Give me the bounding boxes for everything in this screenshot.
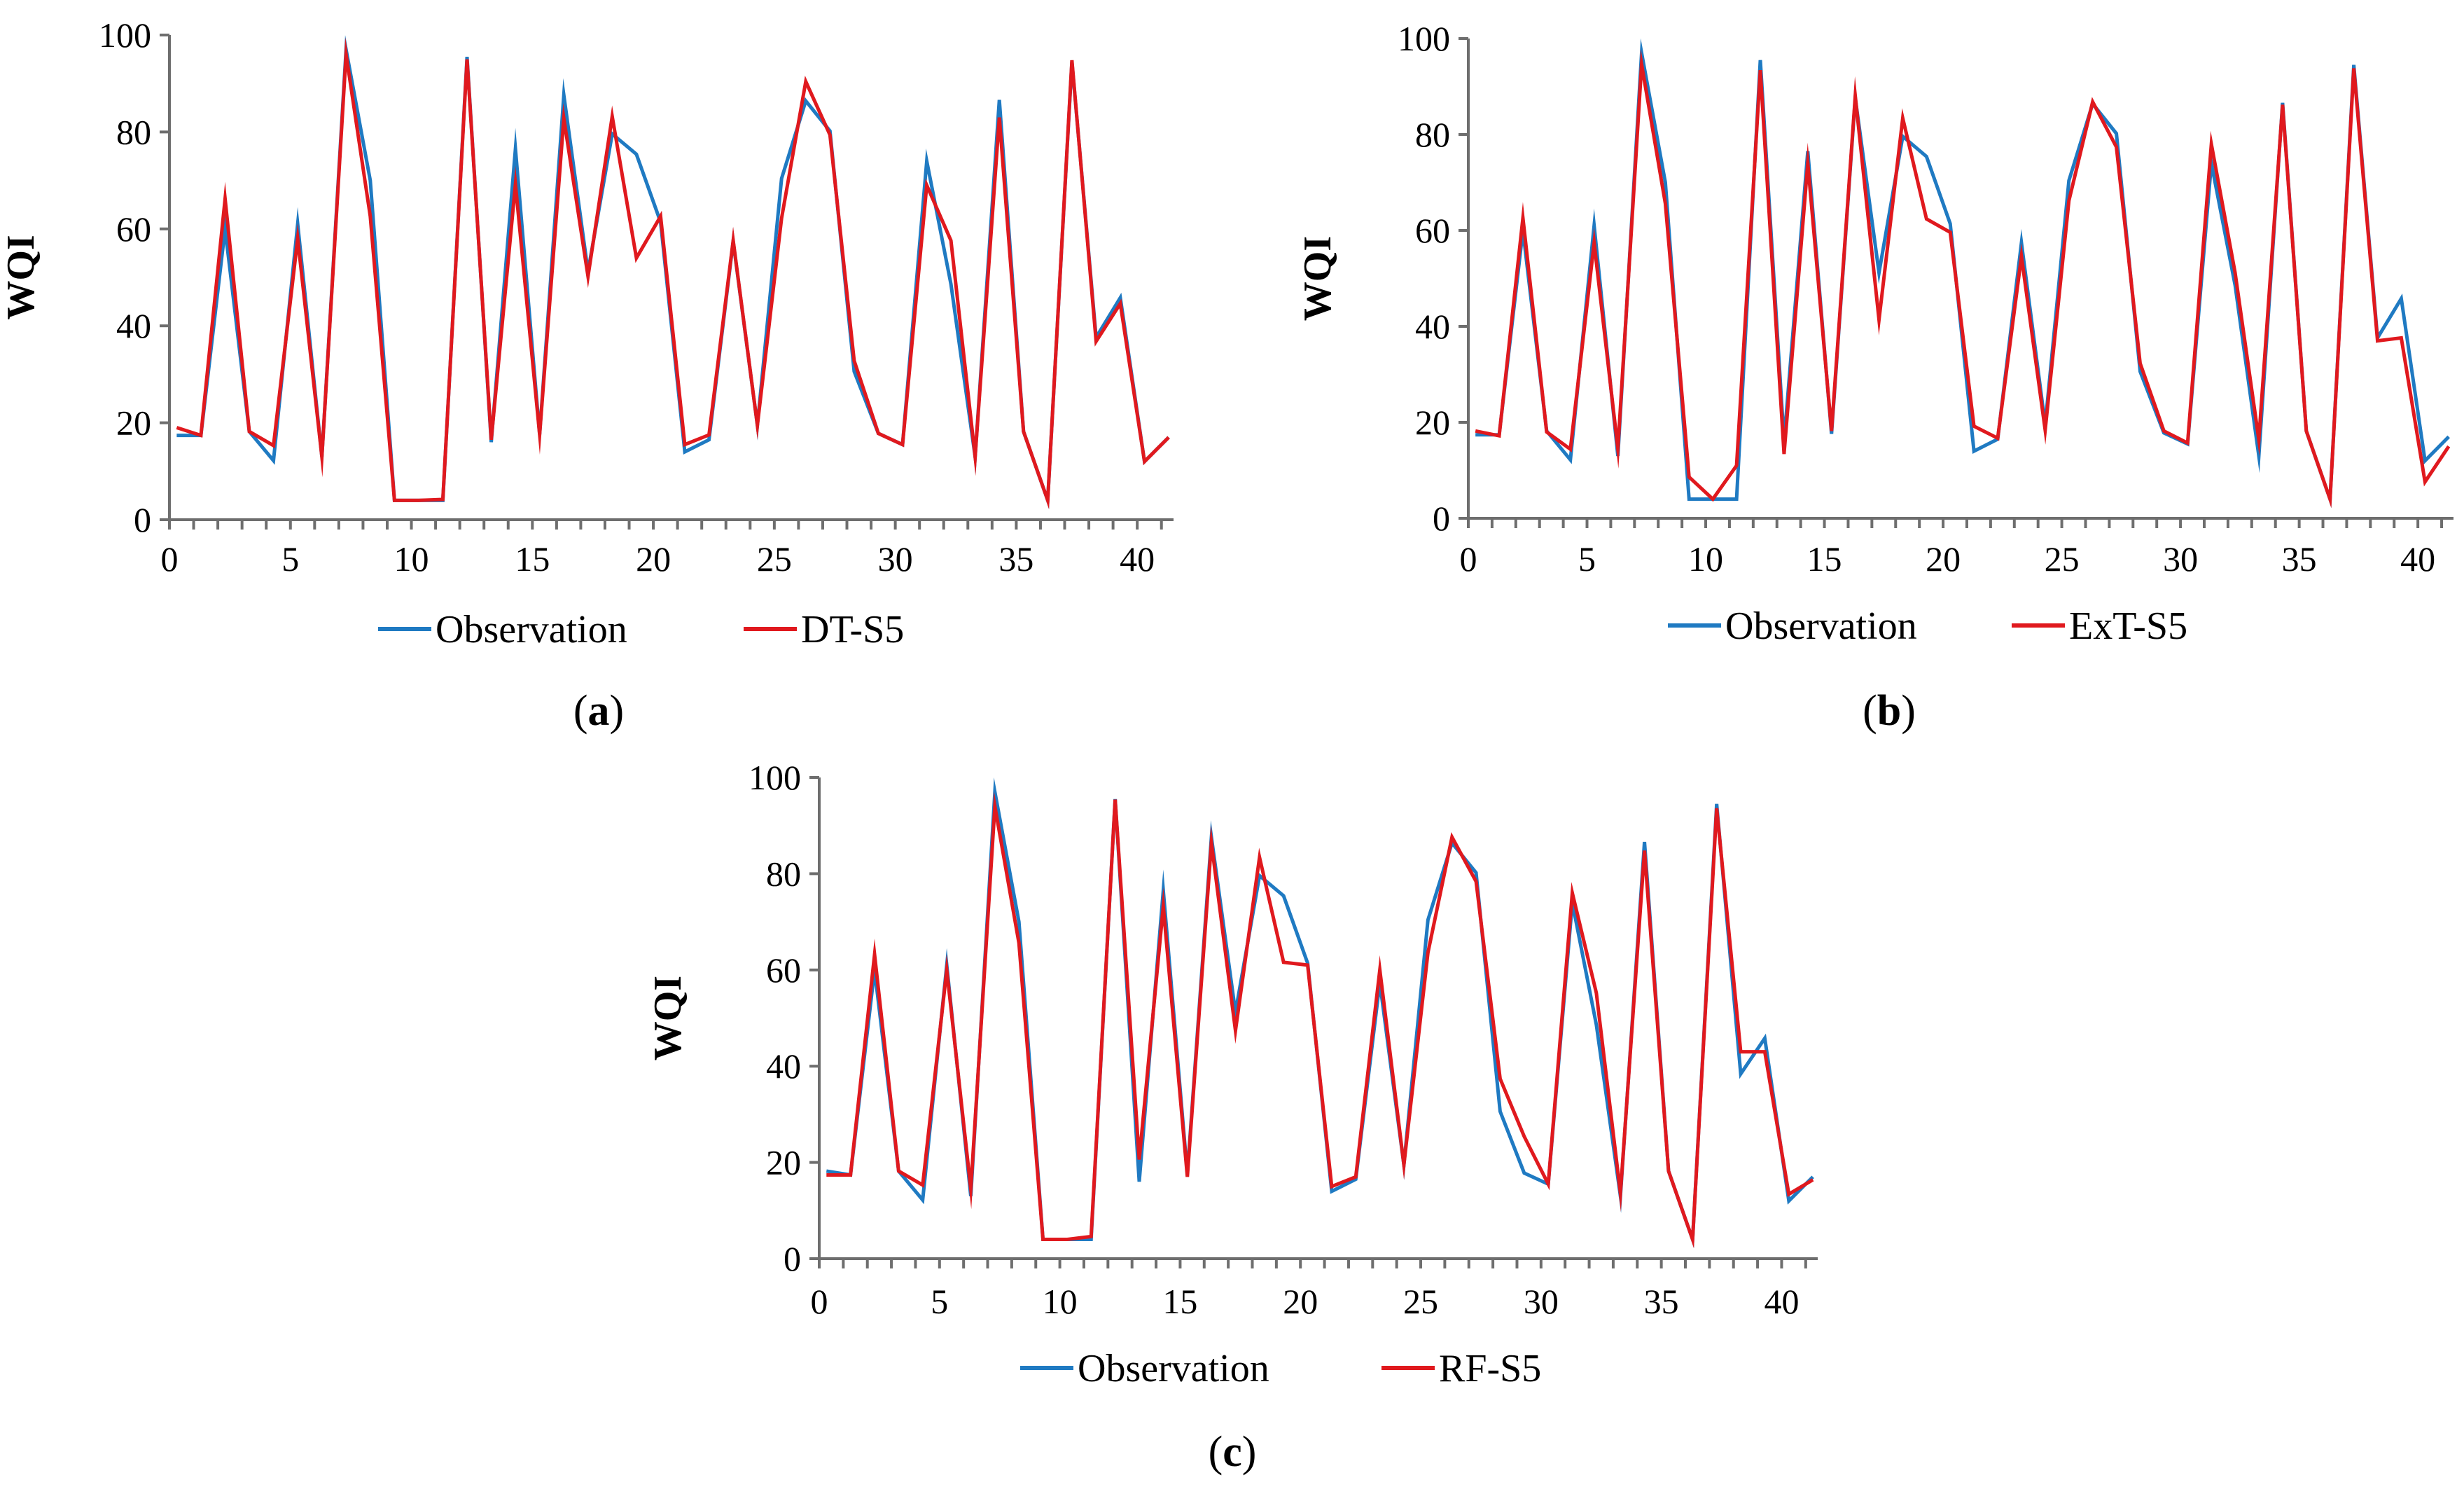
x-tick-label: 0 <box>811 1282 828 1321</box>
x-tick-label: 40 <box>1120 539 1155 579</box>
y-tick-label: 40 <box>116 306 151 345</box>
x-tick-label: 5 <box>1578 539 1596 579</box>
series-line-observation <box>1475 38 2450 509</box>
series-line-prediction <box>826 791 1814 1249</box>
y-axis-title: WQI <box>1296 236 1339 321</box>
y-tick-label: 80 <box>1415 115 1450 154</box>
panel-caption: (a) <box>573 687 624 735</box>
x-tick-label: 35 <box>998 539 1033 579</box>
panel-caption-letter: a <box>588 687 610 735</box>
y-tick-label: 60 <box>766 950 801 990</box>
series-line-prediction <box>176 37 1170 509</box>
y-tick-label: 100 <box>99 15 151 55</box>
x-tick-label: 25 <box>2045 539 2080 579</box>
panel-caption: (b) <box>1863 687 1916 735</box>
x-tick-label: 15 <box>515 539 550 579</box>
y-tick-label: 20 <box>116 403 151 443</box>
x-tick-label: 0 <box>161 539 179 579</box>
y-tick-label: 20 <box>1415 403 1450 442</box>
y-tick-label: 0 <box>784 1239 801 1278</box>
series-line-observation <box>826 777 1814 1249</box>
x-tick-label: 35 <box>1644 1282 1679 1321</box>
legend-label: Observation <box>1078 1347 1269 1390</box>
y-tick-label: 80 <box>116 112 151 151</box>
y-tick-label: 80 <box>766 854 801 893</box>
panel-caption-letter: c <box>1223 1428 1242 1476</box>
y-tick-label: 0 <box>134 500 151 539</box>
panel-caption-letter: b <box>1877 687 1901 735</box>
series-line-observation <box>176 35 1170 509</box>
x-tick-label: 25 <box>1403 1282 1438 1321</box>
y-axis-title: WQI <box>646 976 690 1060</box>
x-tick-label: 30 <box>878 539 913 579</box>
legend-label: Observation <box>1725 604 1917 648</box>
x-tick-label: 35 <box>2282 539 2317 579</box>
y-tick-label: 0 <box>1433 499 1450 538</box>
legend-label: ExT-S5 <box>2069 604 2187 648</box>
legend-label: Observation <box>436 608 627 651</box>
panel-caption: (c) <box>1209 1428 1257 1476</box>
x-tick-label: 20 <box>1926 539 1961 579</box>
legend-label: DT-S5 <box>801 608 904 651</box>
x-tick-label: 0 <box>1460 539 1477 579</box>
x-tick-label: 5 <box>281 539 299 579</box>
x-tick-label: 25 <box>757 539 792 579</box>
legend-label: RF-S5 <box>1439 1347 1541 1390</box>
series-line-prediction <box>1475 49 2451 509</box>
x-tick-label: 40 <box>1764 1282 1799 1321</box>
x-tick-label: 15 <box>1807 539 1842 579</box>
y-tick-label: 40 <box>766 1046 801 1086</box>
y-axis-title: WQI <box>0 235 43 319</box>
y-tick-label: 100 <box>1398 19 1450 58</box>
x-tick-label: 5 <box>931 1282 948 1321</box>
x-tick-label: 20 <box>636 539 671 579</box>
x-tick-label: 30 <box>2163 539 2198 579</box>
y-tick-label: 60 <box>116 209 151 249</box>
x-tick-label: 40 <box>2400 539 2435 579</box>
x-tick-label: 10 <box>1043 1282 1078 1321</box>
y-tick-label: 100 <box>749 758 801 797</box>
y-tick-label: 40 <box>1415 307 1450 346</box>
chart-panel-b: 0 20 40 60 80 100 0 5 10 15 20 25 30 35 40 WQI Observati… <box>1296 19 2453 735</box>
x-tick-label: 10 <box>1688 539 1723 579</box>
x-tick-label: 15 <box>1162 1282 1197 1321</box>
x-tick-label: 20 <box>1283 1282 1318 1321</box>
x-tick-label: 10 <box>394 539 429 579</box>
chart-panel-a: 0 20 40 60 80 100 0 5 10 15 20 25 30 35 40 WQI Observati… <box>0 15 1174 735</box>
y-tick-label: 60 <box>1415 211 1450 250</box>
chart-panel-c: 0 20 40 60 80 100 0 5 10 15 20 25 30 35 40 WQI Observati… <box>646 758 1818 1476</box>
y-tick-label: 20 <box>766 1143 801 1182</box>
x-tick-label: 30 <box>1524 1282 1559 1321</box>
